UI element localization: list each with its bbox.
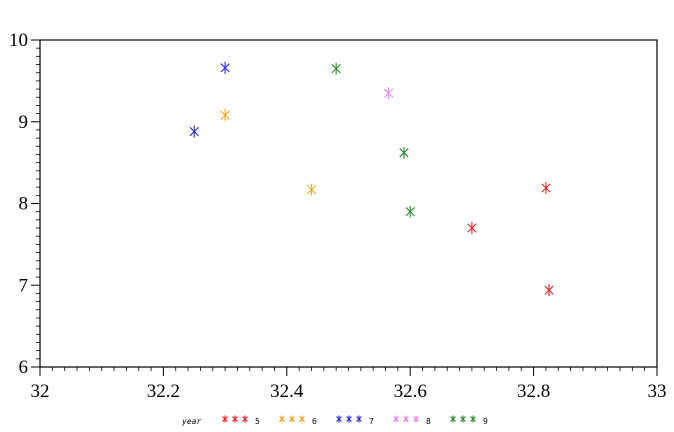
legend-marker — [289, 415, 295, 423]
legend-marker — [232, 415, 238, 423]
legend-label: 7 — [369, 417, 374, 426]
legend-marker — [279, 415, 285, 423]
legend-label: 9 — [483, 417, 488, 426]
y-tick-label: 6 — [19, 357, 29, 378]
data-point-year-5 — [541, 181, 551, 194]
legend-label: 6 — [312, 417, 317, 426]
legend-marker — [222, 415, 228, 423]
legend: year 5 6 7 8 9 — [181, 415, 488, 426]
legend-marker — [413, 415, 419, 423]
legend-items: 5 6 7 8 9 — [222, 415, 488, 426]
legend-marker — [460, 415, 466, 423]
data-point-year-5 — [544, 284, 554, 297]
y-axis: 6 7 8 9 10 — [9, 30, 40, 378]
y-tick-label: 7 — [19, 275, 29, 296]
x-tick-label: 32.4 — [270, 381, 304, 402]
data-point-year-5 — [467, 222, 477, 235]
y-tick-label: 10 — [9, 30, 28, 51]
legend-item-6: 6 — [279, 415, 317, 426]
legend-marker — [336, 415, 342, 423]
legend-item-5: 5 — [222, 415, 260, 426]
data-point-year-9 — [405, 205, 415, 218]
x-tick-label: 32.2 — [147, 381, 180, 402]
legend-marker — [242, 415, 248, 423]
legend-label: 8 — [426, 417, 431, 426]
legend-item-9: 9 — [450, 415, 488, 426]
legend-label: 5 — [255, 417, 260, 426]
data-point-year-8 — [383, 87, 394, 100]
data-point-year-9 — [331, 62, 341, 75]
legend-marker — [450, 415, 456, 423]
legend-marker — [356, 415, 362, 423]
data-point-year-7 — [189, 125, 199, 138]
legend-title: year — [181, 417, 201, 426]
plot-frame — [39, 39, 658, 368]
legend-marker — [393, 415, 399, 423]
legend-item-7: 7 — [336, 415, 374, 426]
legend-marker — [346, 415, 352, 423]
data-point-year-6 — [306, 183, 317, 196]
data-point-year-6 — [220, 109, 230, 122]
x-tick-label: 32 — [31, 381, 50, 402]
x-axis: 32 32.2 32.4 32.6 32.8 33 — [31, 367, 667, 402]
legend-marker — [470, 415, 476, 423]
y-tick-label: 9 — [19, 112, 29, 133]
legend-item-8: 8 — [393, 415, 431, 426]
data-point-year-7 — [220, 61, 230, 74]
x-tick-label: 33 — [648, 381, 667, 402]
x-tick-label: 32.6 — [394, 381, 427, 402]
data-point-year-9 — [399, 146, 409, 159]
legend-marker — [299, 415, 305, 423]
x-tick-label: 32.8 — [517, 381, 550, 402]
data-points — [189, 61, 554, 297]
legend-marker — [403, 415, 409, 423]
y-tick-label: 8 — [19, 194, 29, 215]
